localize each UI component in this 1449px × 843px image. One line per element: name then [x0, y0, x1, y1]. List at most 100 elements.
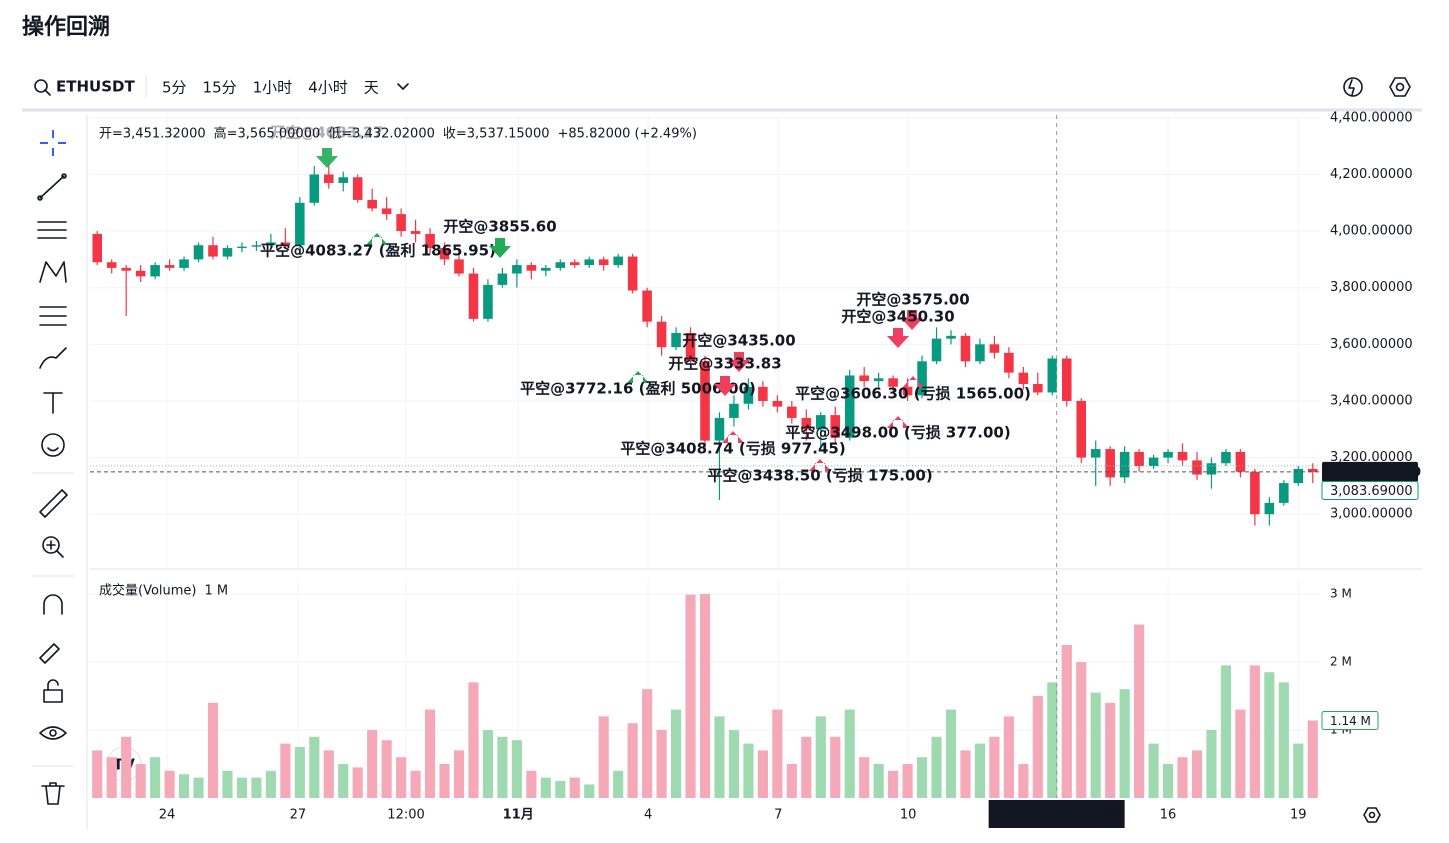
interval-button[interactable]: 4小时	[308, 79, 348, 97]
interval-button[interactable]: 5分	[162, 79, 187, 97]
interval-button[interactable]: 1小时	[253, 79, 293, 97]
legend-change: +85.82000 (+2.49%)	[558, 127, 697, 142]
legend-value: 3,432.02000	[352, 127, 435, 142]
lock-tool[interactable]	[43, 679, 63, 703]
candle-body	[1148, 457, 1159, 467]
volume-bar	[830, 736, 841, 798]
volume-bar	[656, 729, 667, 798]
volume-bar	[338, 763, 349, 798]
volume-bar	[989, 736, 1000, 798]
trade-annotation: 开空@3435.00	[682, 332, 795, 350]
volume-bar	[453, 750, 465, 798]
interval-dropdown[interactable]	[397, 83, 409, 90]
volume-bar	[323, 750, 334, 798]
candle-body	[1221, 451, 1231, 464]
fib-tool[interactable]	[39, 306, 67, 326]
trade-arrow	[809, 459, 831, 471]
volume-bar	[1220, 665, 1232, 798]
mark-price-label: 3,083.69000	[1330, 484, 1413, 499]
candle-body	[989, 344, 1000, 353]
mark-price-box	[1321, 481, 1419, 501]
axis-settings[interactable]	[1363, 807, 1381, 823]
brush-tool[interactable]	[39, 347, 67, 369]
legend-key: 开=	[99, 127, 123, 142]
y-tick-label: 4,000.00000	[1330, 224, 1413, 239]
volume-bar	[1278, 682, 1289, 798]
candle-body	[743, 386, 754, 404]
volume-bar	[1264, 672, 1275, 798]
candle-body	[338, 177, 349, 183]
volume-bar	[482, 729, 494, 798]
trade-annotation: 开空@3855.60	[443, 218, 556, 236]
candle-body	[367, 199, 377, 209]
y-tick-label: 4,400.00000	[1330, 110, 1413, 125]
left-tools	[32, 130, 74, 805]
trade-arrow	[714, 376, 736, 396]
candle-body	[541, 267, 551, 271]
volume-bar	[439, 763, 450, 798]
volume-bar	[772, 709, 783, 798]
magnet-tool[interactable]	[43, 594, 63, 615]
ruler-tool[interactable]	[39, 489, 68, 518]
visibility-tool[interactable]	[39, 726, 67, 740]
emoji-tool[interactable]	[41, 433, 65, 457]
symbol[interactable]: ETHUSDT	[56, 78, 135, 96]
lock-draw-tool[interactable]	[39, 643, 60, 664]
candle-body	[1192, 460, 1202, 475]
search-icon-handle	[44, 89, 51, 96]
candle-body	[569, 262, 580, 266]
candle-body	[902, 386, 913, 396]
volume-bar	[178, 774, 190, 798]
candle-body	[830, 415, 841, 438]
candle-body	[787, 406, 797, 418]
volume-bar	[859, 757, 870, 798]
channel-tool[interactable]	[37, 221, 67, 239]
candle-body	[1206, 463, 1217, 475]
volume-bar	[1134, 624, 1145, 798]
volume-bar	[699, 593, 711, 798]
trade-annotation: 平空@4083.27 (盈利 1865.95)	[260, 242, 496, 260]
candle-body	[1293, 468, 1304, 484]
interval-button[interactable]: 15分	[203, 79, 237, 97]
candle-body	[801, 417, 812, 430]
candle-body	[960, 335, 971, 362]
candle-body	[309, 174, 320, 203]
crosshair-tool[interactable]	[40, 130, 66, 156]
candle-body	[497, 273, 508, 285]
search-icon[interactable]	[34, 79, 48, 93]
volume-bar	[1018, 763, 1029, 798]
candle-body	[208, 245, 218, 257]
volume-bar	[613, 770, 624, 798]
delete-tool[interactable]	[41, 782, 65, 805]
replay-icon[interactable]	[1343, 77, 1363, 97]
volume-bar	[1191, 750, 1203, 798]
interval-button[interactable]: 天	[364, 79, 379, 97]
pattern-tool[interactable]	[39, 261, 67, 283]
x-tick-label: 12:00	[387, 808, 424, 823]
volume-bar	[352, 767, 363, 798]
settings-icon[interactable]	[1389, 77, 1411, 97]
candle-body	[266, 242, 276, 246]
last-volume-box	[1321, 710, 1379, 730]
volume-bar	[207, 702, 219, 798]
volume-bar	[757, 750, 768, 798]
trade-arrow	[901, 310, 923, 330]
volume-bar	[1047, 682, 1058, 798]
candle-body	[1134, 451, 1144, 467]
text-tool[interactable]	[43, 392, 63, 414]
candle-body	[1250, 471, 1260, 515]
trade-arrow	[316, 148, 338, 168]
candle-body	[150, 265, 160, 277]
zoom-tool[interactable]	[42, 536, 64, 558]
legend-value: 3,565.00000	[238, 127, 321, 142]
volume-bar	[540, 777, 551, 798]
y-tick-label: 3,800.00000	[1330, 280, 1413, 295]
candle-body	[1235, 451, 1246, 472]
volume-bar	[1003, 716, 1014, 798]
candle-body	[526, 265, 537, 271]
volume-bar	[468, 682, 479, 798]
candle-body	[512, 265, 522, 274]
line-tool[interactable]	[37, 173, 67, 201]
volume-bar	[294, 746, 305, 798]
candle-body	[946, 335, 956, 339]
